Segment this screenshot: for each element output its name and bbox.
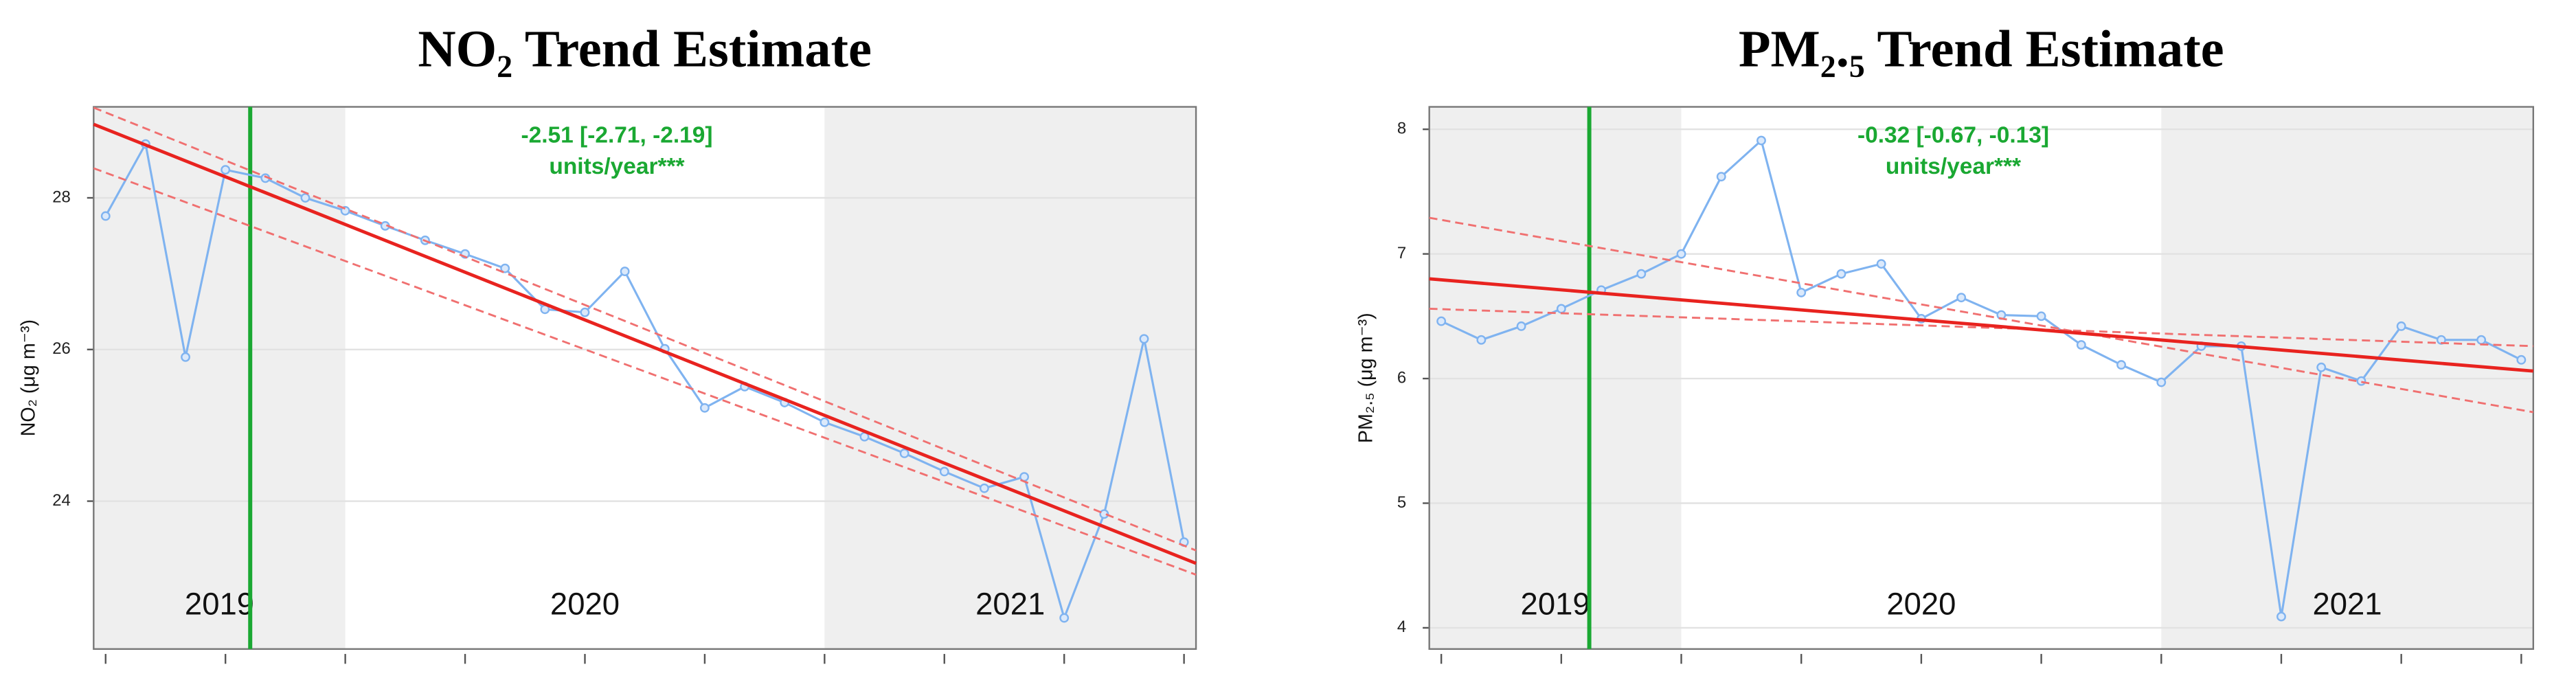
data-point bbox=[620, 267, 630, 277]
data-point bbox=[1836, 269, 1846, 279]
trend-annotation: -0.32 [-0.67, -0.13] bbox=[1857, 122, 2049, 148]
chart-panel: NO₂ Trend Estimate 24 26 28 NO₂ (μg m⁻³) 2019… bbox=[18, 20, 1197, 664]
year-band bbox=[93, 106, 346, 649]
data-point bbox=[1059, 613, 1070, 623]
trend-line bbox=[93, 122, 1197, 565]
data-point bbox=[2356, 376, 2366, 386]
data-point bbox=[580, 307, 590, 317]
ci-upper bbox=[93, 106, 1197, 552]
year-label: 2020 bbox=[550, 587, 620, 622]
plot-frame bbox=[93, 106, 1197, 650]
data-point bbox=[500, 263, 510, 273]
data-point bbox=[1436, 316, 1447, 326]
data-point bbox=[2076, 340, 2086, 350]
data-point bbox=[1516, 321, 1526, 331]
year-label: 2020 bbox=[1886, 587, 1956, 622]
data-point bbox=[2476, 335, 2487, 345]
data-point bbox=[2116, 360, 2126, 370]
data-point bbox=[1099, 509, 1109, 519]
ci-lower bbox=[93, 167, 1197, 576]
year-label: 2019 bbox=[1521, 587, 1590, 622]
y-tick-label: 8 bbox=[1397, 120, 1406, 138]
data-point bbox=[2156, 377, 2167, 387]
data-point bbox=[939, 466, 949, 477]
y-tick-label: 5 bbox=[1397, 493, 1406, 512]
data-point bbox=[181, 352, 190, 362]
data-point bbox=[2316, 362, 2327, 372]
trend-annotation: units/year*** bbox=[1886, 154, 2021, 179]
year-label: 2019 bbox=[185, 587, 254, 622]
data-point bbox=[1876, 259, 1886, 269]
series-line bbox=[1440, 138, 2522, 617]
data-point bbox=[979, 483, 989, 493]
data-point bbox=[1556, 304, 1566, 314]
y-tick-label: 24 bbox=[52, 491, 71, 510]
data-point bbox=[820, 417, 830, 427]
year-band bbox=[824, 106, 1197, 649]
y-tick-label: 28 bbox=[52, 188, 71, 206]
data-point bbox=[2516, 354, 2527, 365]
y-axis-label: PM₂.₅ (μg m⁻³) bbox=[1355, 313, 1377, 443]
data-point bbox=[100, 211, 111, 221]
data-point bbox=[1796, 287, 1807, 297]
y-tick-label: 26 bbox=[52, 339, 71, 358]
y-axis-label: NO₂ (μg m⁻³) bbox=[18, 319, 40, 436]
chart-title: NO₂ Trend Estimate bbox=[418, 20, 872, 78]
year-label: 2021 bbox=[975, 587, 1045, 622]
trend-annotation: units/year*** bbox=[549, 154, 684, 179]
ci-lower bbox=[1429, 216, 2534, 414]
data-point bbox=[1636, 269, 1647, 279]
y-tick-label: 7 bbox=[1397, 244, 1406, 262]
y-tick-label: 6 bbox=[1397, 368, 1406, 387]
data-point bbox=[1476, 335, 1487, 345]
data-point bbox=[699, 403, 710, 413]
plot-frame bbox=[1428, 106, 2535, 650]
data-point bbox=[2036, 311, 2046, 321]
ci-upper bbox=[1429, 308, 2533, 348]
data-point bbox=[1676, 249, 1686, 259]
data-point bbox=[1716, 172, 1726, 182]
data-point bbox=[1139, 334, 1149, 344]
data-point bbox=[2276, 611, 2286, 622]
data-point bbox=[899, 449, 909, 458]
chart-panel: PM₂.₅ Trend Estimate 4 5 6 7 8 PM₂.₅ (μg m⁻³) 2… bbox=[1355, 20, 2535, 664]
data-point bbox=[1756, 135, 1766, 146]
data-point bbox=[1956, 293, 1967, 303]
data-point bbox=[2396, 321, 2406, 331]
trend-annotation: -2.51 [-2.71, -2.19] bbox=[521, 122, 712, 148]
series-line bbox=[104, 141, 1186, 622]
data-point bbox=[300, 193, 310, 203]
chart-title: PM₂.₅ Trend Estimate bbox=[1739, 20, 2224, 78]
trend-line bbox=[1429, 277, 2534, 373]
data-point bbox=[221, 165, 231, 175]
y-tick-label: 4 bbox=[1397, 618, 1406, 636]
year-label: 2021 bbox=[2313, 587, 2382, 622]
